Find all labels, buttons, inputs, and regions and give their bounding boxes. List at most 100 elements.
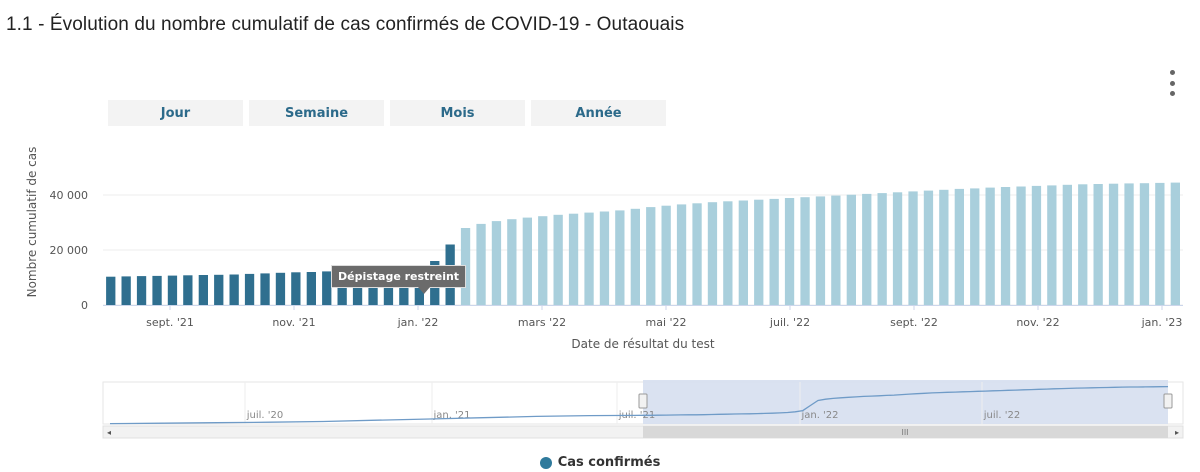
bar[interactable] [923,190,934,305]
bar[interactable] [1062,184,1072,305]
bar[interactable] [291,272,301,305]
bar[interactable] [646,207,656,305]
bar[interactable] [784,198,795,305]
bar-series [103,182,1183,306]
x-tick-label: mai '22 [645,316,686,329]
context-menu-icon[interactable] [1160,70,1184,96]
bar[interactable] [491,221,502,305]
bar[interactable] [152,275,162,305]
x-tick-label: nov. '22 [1016,316,1059,329]
x-tick-label: sept. '21 [146,316,194,329]
bar[interactable] [630,208,640,306]
bar[interactable] [831,195,841,305]
bar[interactable] [754,199,764,305]
bar[interactable] [538,216,548,305]
bar[interactable] [1016,186,1026,306]
menu-dot [1169,70,1175,75]
navigator-selection[interactable] [643,380,1168,424]
bar[interactable] [106,276,116,305]
y-tick-label: 40 000 [50,189,89,202]
bar[interactable] [1031,185,1042,305]
bar[interactable] [661,205,671,305]
x-tick-label: nov. '21 [272,316,315,329]
bar[interactable] [260,273,270,305]
legend-label: Cas confirmés [557,455,661,470]
bar[interactable] [1124,183,1134,305]
range-button-year[interactable]: Année [531,100,666,126]
bar[interactable] [167,275,178,305]
navigator-tick-label: jan. '21 [432,410,470,421]
bar[interactable] [970,188,980,305]
bar[interactable] [877,193,887,305]
bar[interactable] [723,201,733,305]
bar[interactable] [275,272,286,305]
bar[interactable] [306,272,316,305]
bar[interactable] [846,194,856,305]
bar[interactable] [476,223,486,305]
bar[interactable] [214,274,224,306]
x-tick-label: sept. '22 [890,316,938,329]
bar[interactable] [769,198,779,305]
bar[interactable] [1108,183,1119,305]
chart-title: 1.1 - Évolution du nombre cumulatif de c… [6,14,685,35]
bar[interactable] [121,276,131,305]
bar[interactable] [908,191,918,305]
navigator[interactable]: juil. '20 jan. '21 juil. '21 jan. '22 juil. … [102,380,1184,439]
range-button-month[interactable]: Mois [390,100,525,126]
bar[interactable] [954,188,964,305]
bar[interactable] [615,210,625,305]
bar[interactable] [1093,184,1103,305]
bar[interactable] [985,187,995,305]
bar[interactable] [738,200,748,306]
navigator-handle-right[interactable] [1163,393,1173,409]
bar[interactable] [692,203,702,306]
bar[interactable] [198,275,208,305]
legend[interactable]: Cas confirmés [0,455,1200,470]
bar[interactable] [1139,183,1150,305]
range-button-week[interactable]: Semaine [249,100,384,126]
bar[interactable] [553,214,563,305]
bar[interactable] [1078,184,1088,305]
bar[interactable] [507,219,517,305]
y-tick-label: 20 000 [50,244,89,257]
bar[interactable] [707,202,718,305]
bar[interactable] [939,189,949,305]
bar[interactable] [1047,185,1057,305]
y-axis-ticks: 0 20 000 40 000 [50,189,89,312]
bar[interactable] [244,273,255,305]
x-axis-ticks: sept. '21 nov. '21 jan. '22 mars '22 mai '22… [146,305,1182,329]
bar[interactable] [183,275,193,305]
navigator-tick-label: juil. '22 [983,410,1021,421]
bar[interactable] [862,193,872,305]
bar[interactable] [1170,182,1180,305]
y-axis-label: Nombre cumulatif de cas [25,147,39,298]
legend-marker-icon [539,456,552,469]
bar[interactable] [815,196,826,305]
bar[interactable] [522,217,532,305]
scroll-right-icon[interactable]: ▸ [1175,428,1179,437]
x-tick-label: jan. '22 [397,316,439,329]
bar[interactable] [1000,187,1011,305]
bar[interactable] [136,276,147,305]
bar[interactable] [892,192,903,306]
range-selector: Jour Semaine Mois Année [108,100,666,126]
bar[interactable] [1155,182,1165,305]
navigator-tick-label: jan. '22 [800,410,838,421]
bar[interactable] [599,211,610,306]
bar[interactable] [676,204,687,305]
menu-dot [1169,91,1175,96]
range-button-day[interactable]: Jour [108,100,243,126]
navigator-line [109,385,1169,425]
bar[interactable] [584,212,594,305]
bar[interactable] [229,274,239,306]
x-tick-label: jan. '23 [1141,316,1183,329]
menu-dot [1169,80,1175,86]
scrollbar-thumb[interactable] [643,426,1168,438]
bar[interactable] [800,197,810,305]
bar[interactable] [322,271,332,305]
navigator-handle-left[interactable] [638,393,648,409]
x-axis-label: Date de résultat du test [571,337,715,351]
scroll-left-icon[interactable]: ◂ [107,428,111,437]
y-tick-label: 0 [81,299,88,312]
bar[interactable] [568,213,579,305]
